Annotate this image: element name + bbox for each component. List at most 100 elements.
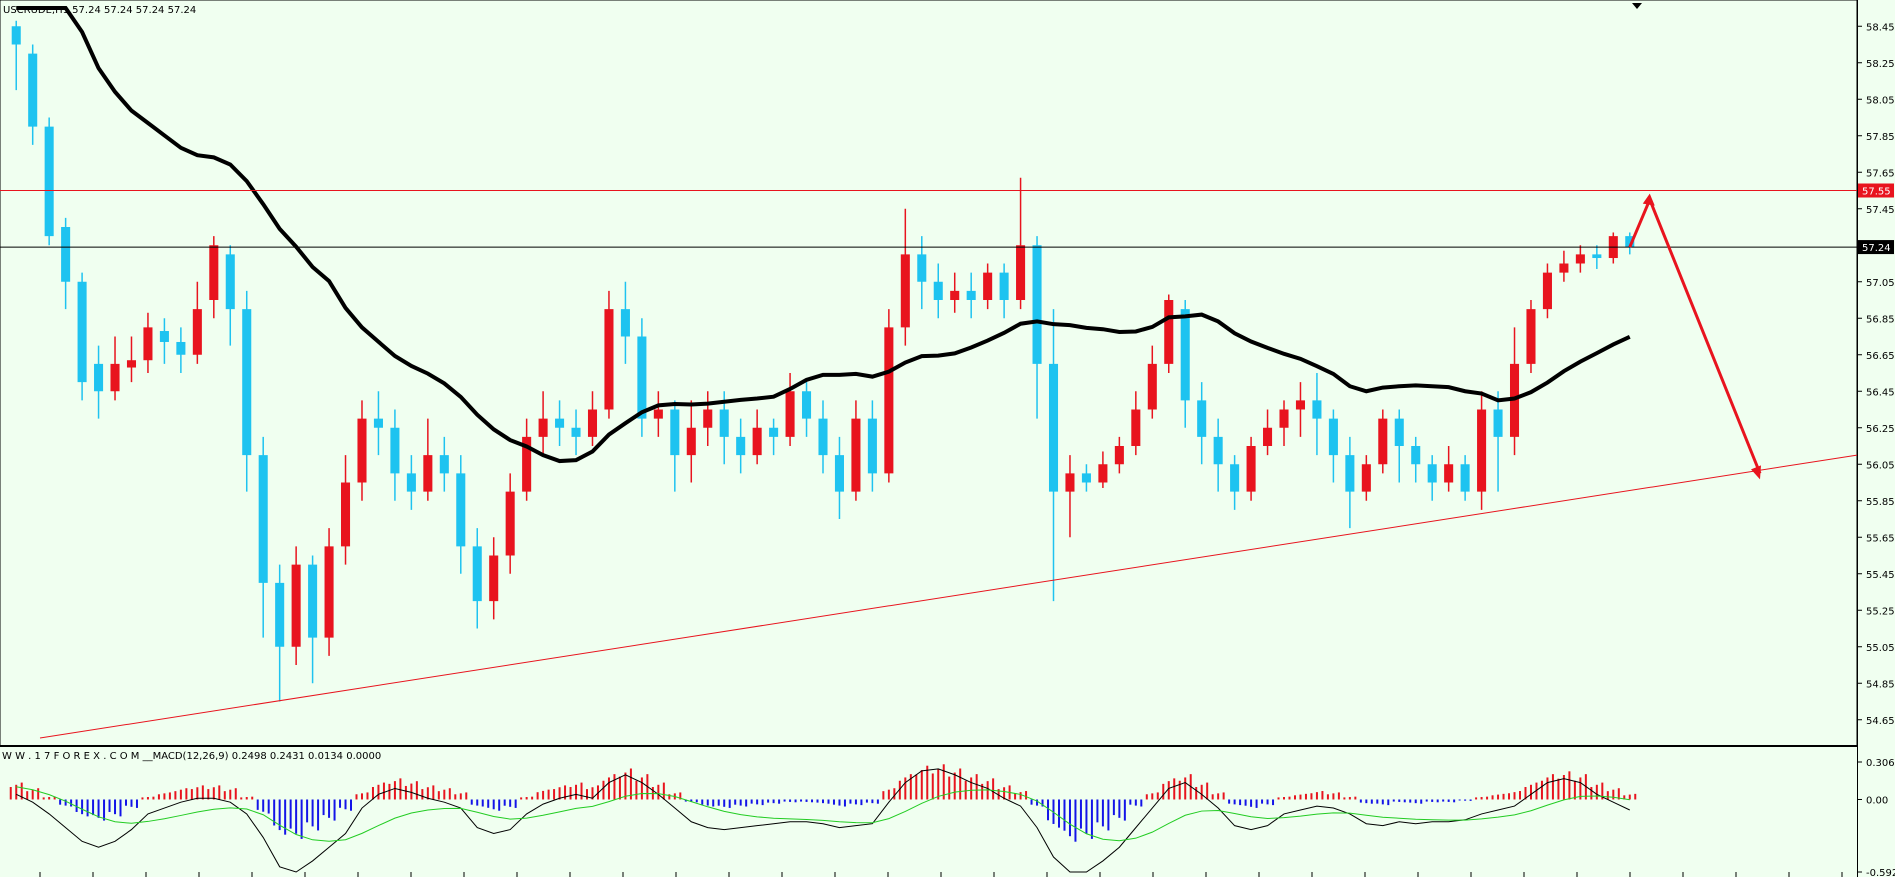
candle-body	[637, 336, 647, 419]
candle-body	[1493, 409, 1503, 437]
candlestick-series	[11, 20, 1635, 702]
candle-body	[159, 331, 169, 342]
candle-body	[851, 418, 861, 492]
macd-tick-label: 0.3062	[1866, 758, 1895, 769]
macd-tick-label: -0.5925	[1866, 868, 1895, 877]
candle-body	[604, 309, 614, 410]
candle-body	[1575, 254, 1585, 264]
candle-body	[1164, 300, 1174, 364]
price-tick-label: 55.45	[1866, 570, 1895, 581]
candle-body	[340, 482, 351, 547]
candle-body	[1081, 473, 1091, 483]
axis-frame	[1857, 0, 1858, 877]
candle-body	[28, 53, 38, 127]
candle-body	[1592, 254, 1602, 259]
candle-body	[308, 564, 318, 638]
price-tick-label: 58.25	[1866, 59, 1895, 70]
candle-body	[538, 418, 548, 437]
candle-body	[1114, 446, 1124, 465]
macd-tick-label: 0.00	[1866, 795, 1888, 806]
candle-body	[1625, 236, 1635, 248]
candle-body	[11, 26, 21, 45]
candle-body	[1312, 400, 1322, 419]
price-tick-label: 54.85	[1866, 679, 1895, 690]
price-marker-label: 57.55	[1862, 187, 1891, 198]
signal-line	[16, 786, 1630, 842]
candle-body	[1197, 400, 1207, 437]
price-tick-label: 54.65	[1866, 716, 1895, 727]
price-tick-label: 58.45	[1866, 22, 1895, 33]
price-tick-label: 55.65	[1866, 533, 1895, 544]
candle-body	[1246, 446, 1256, 492]
candle-body	[1444, 464, 1454, 483]
price-marker-box	[1858, 240, 1894, 255]
candle-body	[1032, 245, 1042, 364]
symbol-label: USCRUDE,H1 57.24 57.24 57.24 57.24	[3, 5, 196, 16]
candle-body	[1016, 245, 1026, 300]
candle-body	[291, 564, 301, 647]
price-marker-box	[1858, 183, 1894, 198]
candle-body	[225, 254, 235, 310]
macd-axis: 0.3062 0.00 -0.5925	[1857, 758, 1895, 877]
candle-body	[1065, 473, 1075, 492]
candle-body	[555, 418, 565, 428]
macd-label: W W . 1 7 F O R E X . C O M __MACD(12,26…	[2, 751, 381, 762]
candle-body	[917, 254, 927, 282]
candle-body	[1180, 309, 1190, 401]
candle-body	[736, 436, 746, 456]
price-markers: 57.55 57.24	[1858, 183, 1894, 255]
price-tick-label: 55.05	[1866, 643, 1895, 654]
candle-body	[818, 418, 828, 456]
candle-body	[192, 309, 202, 355]
price-tick-label: 56.25	[1866, 424, 1895, 435]
price-tick-label: 57.65	[1866, 168, 1895, 179]
collapse-toggle-icon[interactable]	[1632, 3, 1642, 9]
forecast-path	[1628, 195, 1762, 474]
candle-body	[1328, 418, 1338, 456]
candle-body	[406, 473, 416, 492]
candle-body	[489, 555, 499, 602]
candle-body	[802, 391, 812, 419]
candle-body	[571, 427, 581, 437]
forecast-arrow-down	[1751, 465, 1761, 480]
macd-line	[16, 768, 1630, 873]
candle-body	[143, 327, 153, 361]
price-tick-label: 55.25	[1866, 606, 1895, 617]
candle-body	[1048, 363, 1059, 492]
candle-body	[1394, 418, 1404, 446]
candle-body	[1361, 464, 1371, 492]
candle-body	[719, 409, 729, 437]
candle-body	[966, 290, 976, 300]
price-tick-label: 56.05	[1866, 460, 1895, 471]
candle-body	[275, 582, 285, 647]
support-trend-line	[39, 454, 1858, 739]
price-panel: USCRUDE,H1 57.24 57.24 57.24 57.24 58.45…	[0, 0, 1895, 747]
candle-body	[1542, 272, 1552, 310]
candle-body	[456, 473, 466, 547]
price-axis: 58.4558.2558.0557.8557.6557.4557.2557.05…	[1857, 22, 1895, 727]
candle-body	[950, 290, 960, 300]
candle-body	[1279, 409, 1289, 428]
candle-body	[522, 436, 532, 492]
candle-body	[1295, 400, 1306, 410]
candle-body	[1559, 263, 1569, 273]
price-tick-label: 57.45	[1866, 205, 1895, 216]
price-tick-label: 57.05	[1866, 278, 1895, 289]
price-tick-label: 57.85	[1866, 132, 1895, 143]
candle-body	[900, 254, 910, 328]
candle-body	[1098, 464, 1108, 483]
candle-body	[785, 391, 795, 437]
price-marker-label: 57.24	[1862, 243, 1891, 254]
candle-body	[587, 409, 598, 437]
forecast-arrow-up	[1642, 193, 1655, 206]
candle-body	[209, 245, 219, 300]
candle-body	[933, 281, 943, 300]
candle-body	[505, 491, 515, 556]
price-tick-label: 56.45	[1866, 387, 1895, 398]
candle-body	[61, 227, 71, 282]
candle-body	[1263, 427, 1273, 446]
macd-panel: W W . 1 7 F O R E X . C O M __MACD(12,26…	[2, 751, 1895, 877]
candle-body	[94, 363, 104, 392]
candle-body	[1147, 363, 1157, 410]
